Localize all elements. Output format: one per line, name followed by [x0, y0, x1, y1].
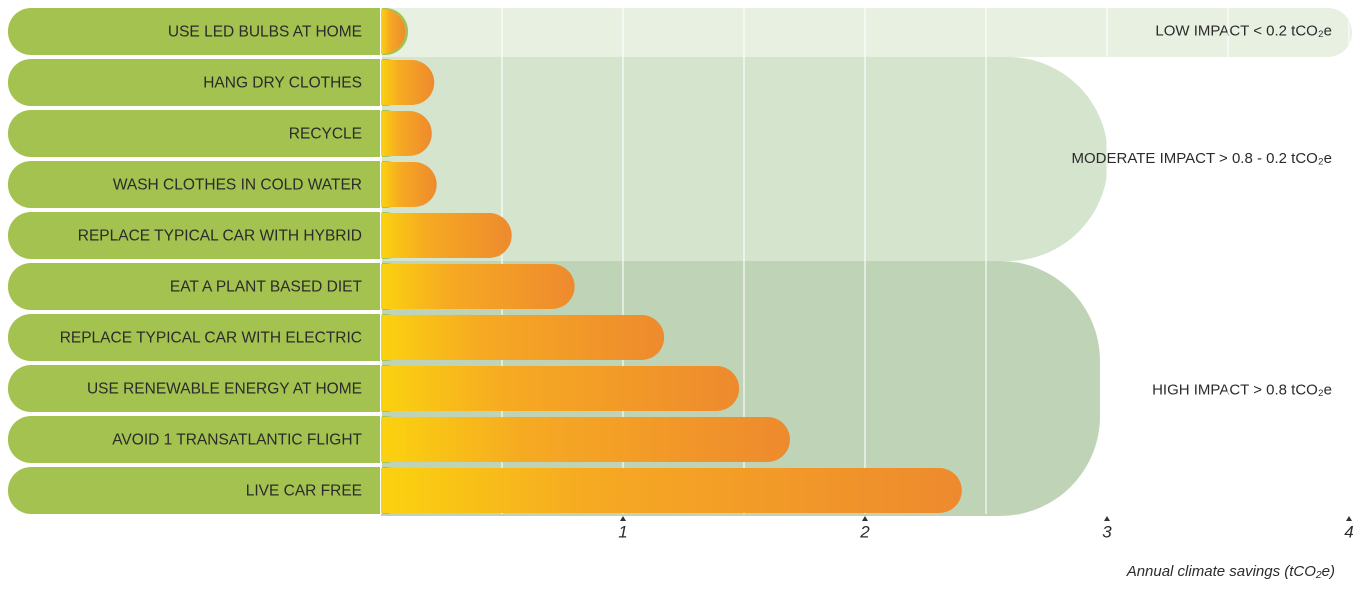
label-pill [8, 314, 408, 361]
zone-label: MODERATE IMPACT > 0.8 - 0.2 tCO₂e [1072, 150, 1332, 167]
label-pill [8, 365, 408, 412]
label-pill [8, 59, 408, 106]
bar [381, 264, 575, 309]
category-label: LIVE CAR FREE [246, 483, 362, 500]
bar [381, 111, 432, 156]
category-label: REPLACE TYPICAL CAR WITH ELECTRIC [60, 330, 362, 347]
zone-label: HIGH IMPACT > 0.8 tCO₂e [1152, 381, 1332, 398]
category-label: EAT A PLANT BASED DIET [170, 279, 363, 296]
label-pill [8, 263, 408, 310]
category-label: USE RENEWABLE ENERGY AT HOME [87, 381, 362, 398]
category-label: WASH CLOTHES IN COLD WATER [113, 177, 362, 194]
x-axis-title: Annual climate savings (tCO₂e) [1126, 563, 1335, 580]
label-pill [8, 161, 408, 208]
tick-mark [1346, 516, 1352, 521]
bar [381, 315, 665, 360]
category-label: RECYCLE [289, 126, 362, 143]
bar [381, 162, 437, 207]
category-label: USE LED BULBS AT HOME [168, 24, 362, 41]
x-tick-label: 4 [1344, 522, 1353, 541]
x-tick-label: 1 [618, 522, 627, 541]
category-label: AVOID 1 TRANSATLANTIC FLIGHT [112, 432, 362, 449]
bar [381, 468, 962, 513]
tick-mark [620, 516, 626, 521]
impact-zone [381, 8, 1352, 57]
bar [381, 366, 740, 411]
category-label: HANG DRY CLOTHES [203, 75, 362, 92]
bar [381, 213, 512, 258]
label-pill [8, 416, 408, 463]
label-pill [8, 110, 408, 157]
x-tick-label: 2 [859, 522, 870, 541]
tick-mark [1104, 516, 1110, 521]
x-tick-label: 3 [1102, 522, 1112, 541]
label-pill [8, 467, 408, 514]
bar [381, 417, 790, 462]
category-label: REPLACE TYPICAL CAR WITH HYBRID [78, 228, 362, 245]
tick-mark [862, 516, 868, 521]
bar [381, 9, 406, 55]
label-pill [8, 8, 408, 55]
bar [381, 60, 435, 105]
label-pill [8, 212, 408, 259]
zone-label: LOW IMPACT < 0.2 tCO₂e [1155, 22, 1332, 39]
